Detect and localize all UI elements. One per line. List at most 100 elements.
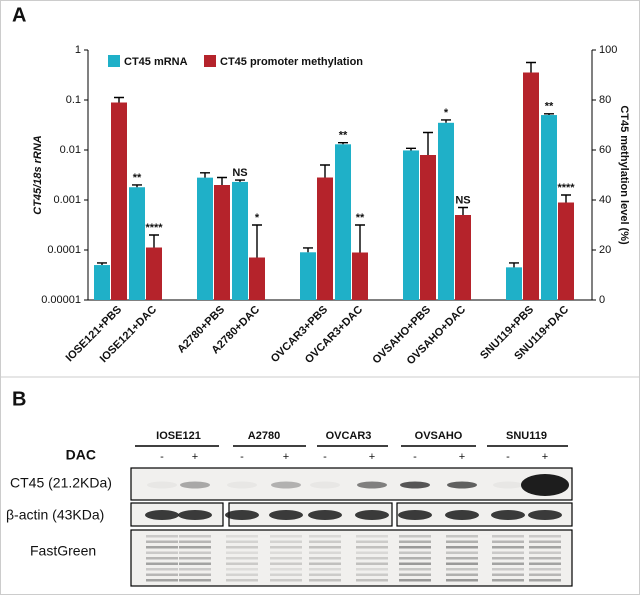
band bbox=[271, 481, 301, 489]
band bbox=[529, 557, 561, 560]
treatment-sign: + bbox=[192, 451, 198, 463]
error-bar bbox=[406, 147, 416, 151]
y-tick-label: 0.0001 bbox=[47, 244, 81, 256]
error-bar bbox=[132, 184, 142, 188]
band bbox=[529, 546, 561, 549]
error-bar bbox=[97, 262, 107, 266]
band bbox=[270, 557, 302, 560]
error-bar bbox=[544, 113, 554, 116]
band bbox=[146, 551, 178, 554]
band bbox=[226, 546, 258, 549]
bar bbox=[94, 265, 110, 300]
error-bar bbox=[441, 119, 451, 123]
treatment-sign: + bbox=[542, 451, 548, 463]
error-bar bbox=[526, 61, 536, 73]
y-tick-label: 0.001 bbox=[53, 194, 81, 206]
band bbox=[225, 510, 259, 520]
band bbox=[309, 546, 341, 549]
band bbox=[309, 557, 341, 560]
cell-line-label: SNU119 bbox=[506, 430, 547, 442]
bar bbox=[146, 247, 162, 300]
band bbox=[446, 579, 478, 582]
error-bar bbox=[320, 164, 330, 178]
band bbox=[226, 557, 258, 560]
band bbox=[356, 568, 388, 571]
band bbox=[269, 510, 303, 520]
band bbox=[399, 546, 431, 549]
y2-tick-label: 60 bbox=[599, 144, 611, 156]
band bbox=[270, 579, 302, 582]
band bbox=[146, 562, 178, 565]
y2-tick-label: 80 bbox=[599, 94, 611, 106]
band bbox=[446, 557, 478, 560]
error-bar bbox=[509, 262, 519, 268]
significance-label: **** bbox=[557, 182, 575, 194]
band bbox=[179, 573, 211, 576]
band bbox=[446, 573, 478, 576]
band bbox=[529, 535, 561, 538]
bar bbox=[197, 177, 213, 300]
band bbox=[270, 562, 302, 565]
band bbox=[356, 573, 388, 576]
band bbox=[147, 481, 177, 489]
significance-label: ** bbox=[339, 130, 348, 142]
row-label: β-actin (43KDa) bbox=[6, 507, 104, 523]
x-tick-label: OVSAHO+PBS bbox=[370, 304, 433, 367]
blot-frame bbox=[130, 529, 573, 587]
band bbox=[446, 551, 478, 554]
band bbox=[521, 474, 569, 496]
band bbox=[447, 481, 477, 489]
band bbox=[226, 579, 258, 582]
band bbox=[226, 573, 258, 576]
bar bbox=[214, 185, 230, 300]
treatment-label: DAC bbox=[66, 447, 96, 463]
error-bar bbox=[149, 234, 159, 248]
band bbox=[270, 573, 302, 576]
band bbox=[179, 540, 211, 543]
blot-frame bbox=[396, 502, 573, 527]
bar bbox=[558, 202, 574, 300]
band bbox=[529, 573, 561, 576]
band bbox=[492, 540, 524, 543]
band bbox=[446, 535, 478, 538]
band bbox=[529, 568, 561, 571]
band bbox=[356, 535, 388, 538]
band bbox=[179, 557, 211, 560]
y-tick-label: 0.01 bbox=[60, 144, 81, 156]
legend-label: CT45 mRNA bbox=[124, 56, 188, 68]
band bbox=[309, 551, 341, 554]
significance-label: NS bbox=[455, 194, 470, 206]
band bbox=[355, 510, 389, 520]
bar bbox=[438, 122, 454, 300]
band bbox=[356, 546, 388, 549]
band bbox=[492, 573, 524, 576]
bar bbox=[249, 257, 265, 300]
bar bbox=[335, 144, 351, 300]
treatment-sign: + bbox=[283, 451, 289, 463]
band bbox=[179, 535, 211, 538]
band bbox=[356, 540, 388, 543]
error-bar bbox=[355, 224, 365, 253]
band bbox=[146, 579, 178, 582]
y-tick-label: 0.00001 bbox=[41, 294, 81, 306]
legend-label: CT45 promoter methylation bbox=[220, 56, 363, 68]
band bbox=[399, 579, 431, 582]
bar bbox=[352, 252, 368, 300]
band bbox=[309, 562, 341, 565]
panel-label: A bbox=[12, 4, 26, 26]
band bbox=[179, 579, 211, 582]
cell-line-label: A2780 bbox=[248, 430, 280, 442]
band bbox=[270, 568, 302, 571]
y2-tick-label: 20 bbox=[599, 244, 611, 256]
band bbox=[357, 481, 387, 489]
bar bbox=[232, 181, 248, 300]
band bbox=[146, 557, 178, 560]
band bbox=[179, 568, 211, 571]
band bbox=[309, 573, 341, 576]
legend-swatch bbox=[108, 55, 120, 67]
error-bar bbox=[114, 96, 124, 103]
band bbox=[146, 535, 178, 538]
y-tick-label: 0.1 bbox=[66, 94, 81, 106]
band bbox=[492, 535, 524, 538]
significance-label: * bbox=[255, 212, 260, 224]
